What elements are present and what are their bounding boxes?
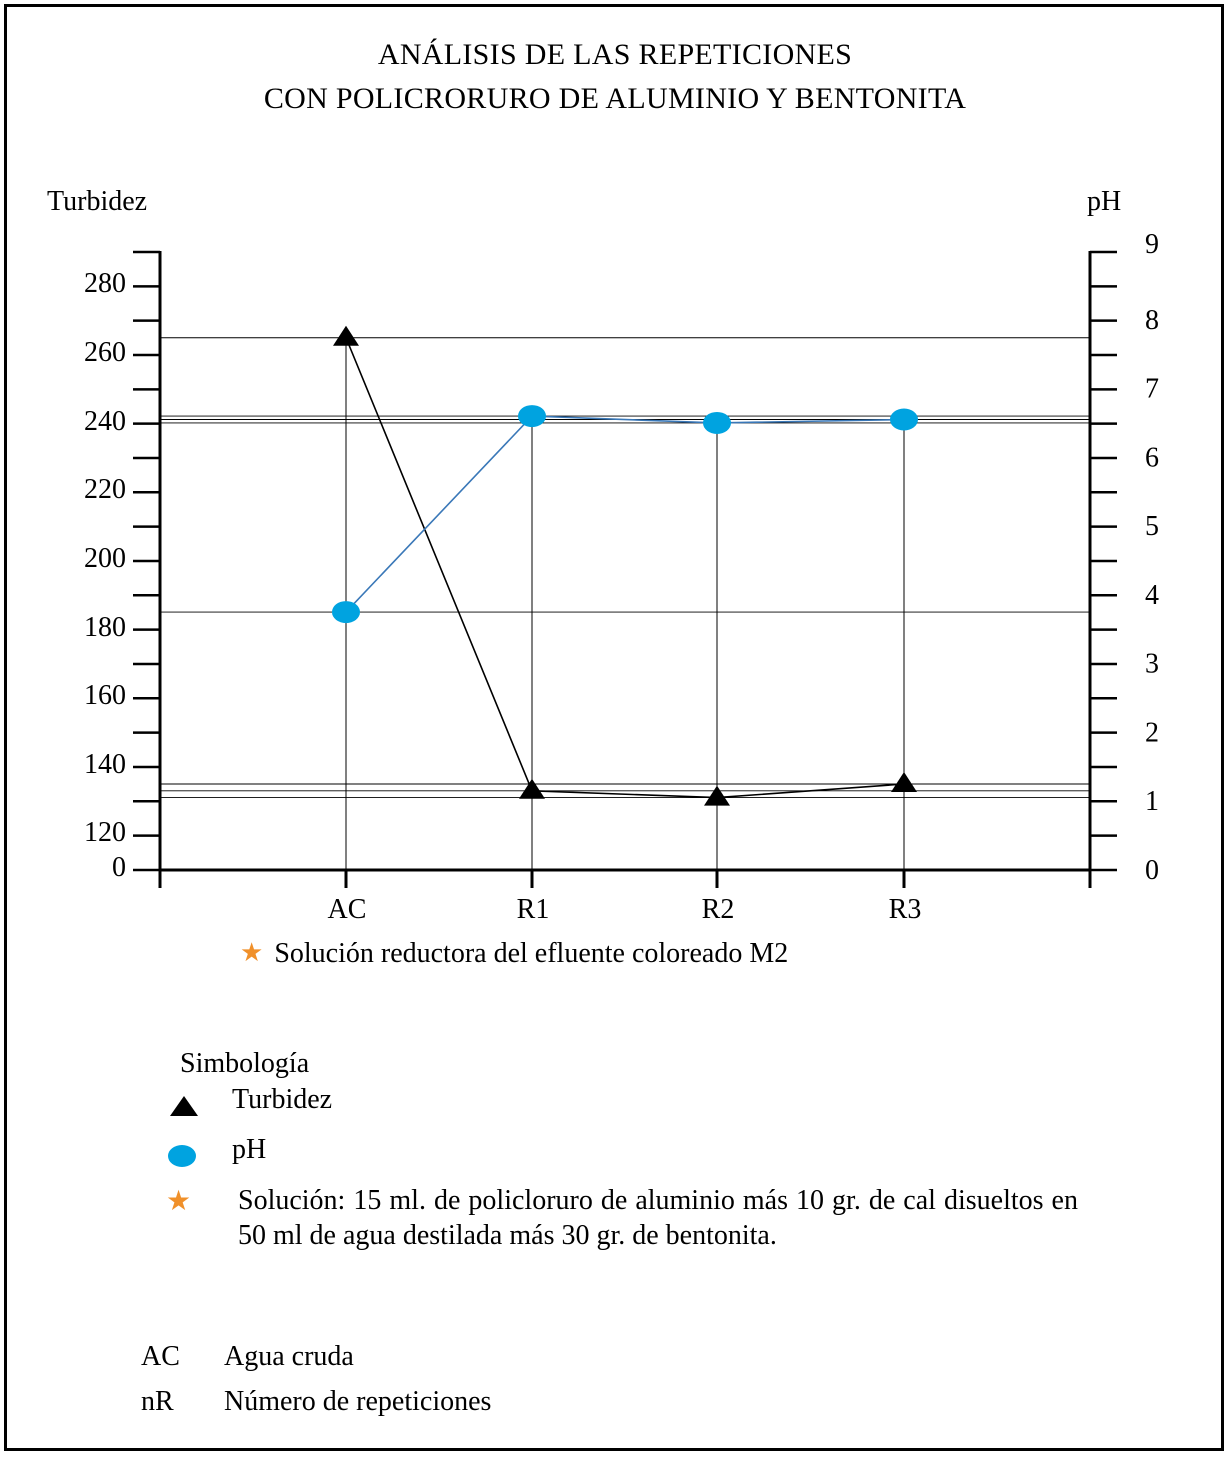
turbidez-point: [891, 772, 917, 792]
y-right-tick-label: 3: [1145, 649, 1159, 680]
chart-plot: 0 120 140 160 180 200 220 240 260 280 0 1 2 3 4 5 6 7 8 9 AC…: [84, 229, 1159, 925]
y-right-tick-label: 5: [1145, 511, 1159, 542]
x-tick-label: R2: [702, 894, 735, 925]
circle-icon: [168, 1145, 196, 1167]
turbidez-point: [333, 325, 359, 346]
y-right-tick-label: 4: [1145, 580, 1159, 611]
y-left-tick-label: 200: [84, 543, 126, 574]
abbr-ac-key: AC: [141, 1341, 180, 1372]
x-tick-label: R3: [889, 894, 922, 925]
y-left-axis-label: Turbidez: [47, 186, 148, 217]
legend-title: Simbología: [180, 1048, 310, 1079]
y-right-tick-label: 0: [1145, 855, 1159, 886]
page-frame: [4, 4, 1224, 1451]
legend-ph-label: pH: [232, 1134, 267, 1165]
y-right-tick-label: 1: [1145, 786, 1159, 817]
y-right-tick-label: 2: [1145, 717, 1159, 748]
abbr-ac-value: Agua cruda: [224, 1341, 354, 1372]
star-icon: ★: [240, 938, 264, 967]
y-left-tick-label: 140: [84, 749, 126, 780]
chart-note-text: Solución reductora del efluente coloread…: [274, 938, 789, 969]
ph-series-line: [345, 415, 905, 613]
ph-point: [890, 408, 918, 431]
ph-point: [703, 411, 731, 434]
y-left-tick-label: 280: [84, 268, 126, 299]
y-left-tick-label: 160: [84, 680, 126, 711]
y-left-tick-label: 220: [84, 474, 126, 505]
chart-title-line-1: ANÁLISIS DE LAS REPETICIONES: [377, 38, 853, 71]
y-left-tick-label: 0: [112, 852, 126, 883]
abbr-nr-key: nR: [141, 1386, 174, 1417]
y-right-tick-label: 8: [1145, 305, 1159, 336]
x-tick-label: AC: [328, 894, 367, 925]
turbidez-point: [519, 778, 545, 799]
ph-point: [518, 405, 546, 428]
star-icon: ★: [166, 1186, 192, 1217]
triangle-icon: [170, 1096, 198, 1116]
x-tick-label: R1: [517, 894, 550, 925]
y-right-tick-label: 6: [1145, 442, 1159, 473]
turbidez-series-line: [345, 337, 905, 799]
y-right-tick-label: 9: [1145, 229, 1159, 260]
chart-note: ★ Solución reductora del efluente colore…: [240, 938, 788, 970]
abbr-nr-value: Número de repeticiones: [224, 1386, 492, 1417]
y-left-tick-label: 240: [84, 406, 126, 437]
legend-solution-text: Solución: 15 ml. de policloruro de alumi…: [238, 1185, 1078, 1251]
chart-title-line-2: CON POLICRORURO DE ALUMINIO Y BENTONITA: [263, 82, 967, 115]
y-left-tick-label: 180: [84, 612, 126, 643]
ph-point: [332, 601, 360, 624]
y-right-tick-label: 7: [1145, 374, 1159, 405]
y-left-tick-label: 120: [84, 817, 126, 848]
y-left-tick-label: 260: [84, 337, 126, 368]
legend-turbidez-label: Turbidez: [232, 1084, 333, 1115]
y-right-axis-label: pH: [1087, 186, 1122, 217]
turbidez-point: [704, 785, 730, 806]
